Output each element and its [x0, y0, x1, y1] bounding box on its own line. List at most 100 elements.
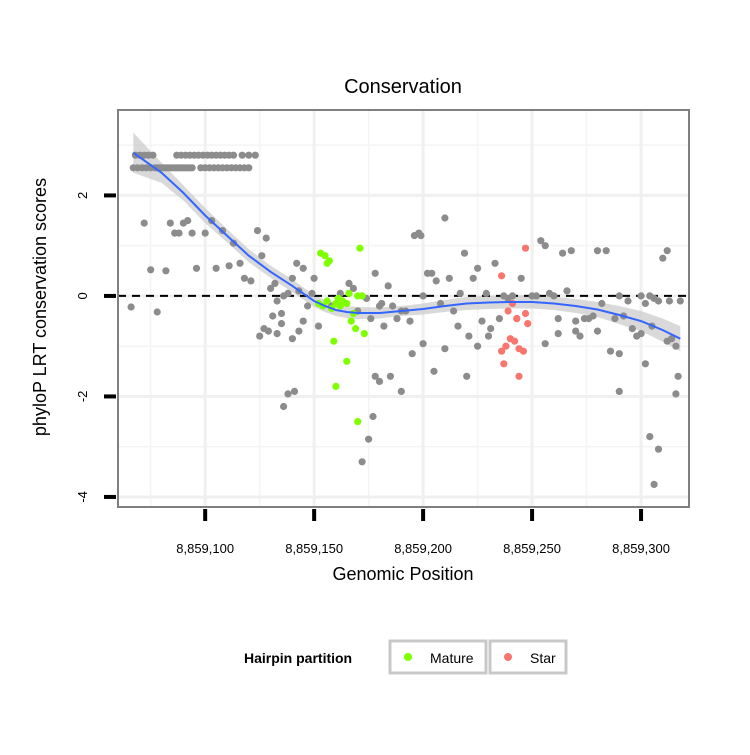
x-tick-label: 8,859,150	[285, 541, 343, 556]
data-point-other	[532, 292, 541, 300]
data-point-other	[517, 274, 525, 282]
data-point-other	[646, 433, 654, 441]
grid-major	[118, 110, 689, 507]
legend-key-box-mature	[388, 639, 488, 675]
y-tick-label: 2	[75, 192, 90, 199]
x-tick-label: 8,859,300	[612, 541, 670, 556]
x-tick-label: 8,859,100	[176, 541, 234, 556]
data-point-other	[314, 322, 323, 330]
data-point-other	[236, 259, 244, 267]
data-point-star	[508, 299, 517, 308]
data-point-other	[641, 360, 650, 368]
data-point-other	[277, 309, 286, 318]
data-point-other	[637, 330, 645, 338]
data-point-other	[406, 317, 414, 325]
data-point-other	[229, 239, 238, 247]
data-point-other	[384, 282, 392, 290]
data-point-other	[441, 214, 449, 222]
data-point-other	[284, 390, 292, 398]
series-star	[498, 244, 532, 380]
data-point-other	[273, 330, 281, 338]
x-axis-label: Genomic Position	[332, 564, 473, 584]
legend-item-mature: Mature	[388, 639, 488, 675]
data-point-other	[247, 277, 255, 285]
data-point-other	[559, 249, 567, 257]
data-point-star	[502, 342, 510, 350]
data-point-other	[389, 302, 397, 310]
data-point-star	[515, 372, 523, 380]
data-point-other	[271, 279, 279, 287]
data-point-other	[495, 315, 503, 323]
data-point-other	[365, 435, 373, 443]
data-point-other	[615, 387, 623, 395]
data-point-mature	[358, 292, 366, 300]
data-point-other	[441, 345, 449, 353]
legend-marker-star	[504, 653, 512, 661]
data-point-other	[378, 299, 386, 308]
data-point-other	[212, 264, 220, 272]
data-point-other	[140, 219, 148, 227]
data-point-other	[184, 217, 192, 225]
data-point-other	[460, 249, 469, 257]
data-point-other	[166, 219, 174, 227]
data-point-mature	[330, 337, 338, 345]
data-point-other	[576, 332, 584, 340]
data-point-other	[371, 269, 379, 277]
data-point-other	[295, 327, 303, 335]
data-point-other	[225, 262, 233, 270]
data-point-other	[349, 284, 357, 292]
data-point-other	[615, 350, 623, 358]
data-point-other	[251, 151, 259, 159]
data-point-other	[367, 315, 375, 323]
data-point-other	[175, 229, 183, 237]
data-point-other	[127, 303, 135, 311]
data-point-mature	[321, 252, 329, 260]
data-point-other	[593, 247, 602, 255]
data-point-other	[593, 327, 602, 335]
data-point-other	[192, 264, 201, 272]
data-point-star	[521, 244, 530, 252]
data-point-other	[345, 279, 353, 287]
smooth-line	[132, 151, 681, 340]
data-point-other	[419, 340, 427, 348]
data-point-other	[550, 292, 558, 300]
legend-item-star: Star	[488, 639, 568, 675]
data-point-other	[474, 264, 482, 272]
data-point-other	[589, 312, 597, 320]
data-point-other	[397, 387, 405, 395]
data-point-other	[541, 242, 549, 250]
data-point-other	[602, 247, 610, 255]
data-point-other	[358, 458, 366, 466]
data-point-other	[147, 266, 155, 274]
y-axis-label: phyloP LRT conservation scores	[30, 178, 50, 436]
data-point-other	[676, 297, 684, 305]
data-point-other	[641, 299, 650, 308]
data-point-other	[188, 164, 196, 172]
data-point-star	[521, 309, 530, 318]
data-point-other	[541, 340, 549, 348]
data-point-other	[554, 330, 562, 338]
legend-key-box-star	[488, 639, 568, 675]
y-tick-label: 0	[75, 292, 90, 299]
data-point-other	[149, 151, 157, 159]
data-point-star	[498, 347, 506, 355]
data-point-other	[277, 320, 286, 328]
data-point-other	[432, 277, 440, 285]
data-point-other	[371, 372, 379, 380]
data-point-other	[465, 332, 473, 340]
data-point-other	[288, 274, 296, 282]
chart-title: Conservation	[344, 76, 462, 98]
data-point-star	[519, 347, 528, 355]
points-layer	[127, 151, 684, 488]
data-point-other	[273, 297, 281, 305]
y-axis: -4 -2 0 2	[75, 192, 116, 503]
data-point-mature	[360, 330, 368, 338]
legend-label-star: Star	[530, 650, 556, 666]
data-point-other	[269, 312, 277, 320]
data-point-other	[245, 164, 253, 172]
data-point-mature	[323, 297, 331, 305]
data-point-other	[288, 335, 296, 343]
data-point-other	[491, 259, 499, 267]
data-point-other	[436, 299, 445, 308]
